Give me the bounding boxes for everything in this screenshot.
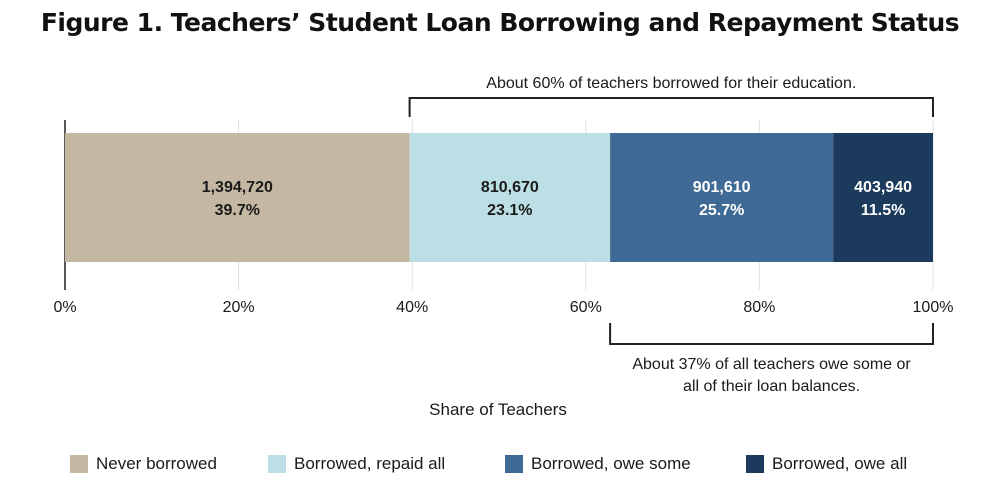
legend-label-0: Never borrowed [96,454,217,473]
bar-count-label-3: 403,940 [854,179,912,196]
legend-label-2: Borrowed, owe some [531,454,691,473]
legend-item-0: Never borrowed [70,452,217,476]
legend-label-3: Borrowed, owe all [772,454,908,473]
legend-item-2: Borrowed, owe some [505,452,691,476]
bar-segment-1 [409,133,611,262]
bar-percent-label-1: 23.1% [487,202,532,219]
bar-percent-label-3: 11.5% [861,202,905,219]
bar-percent-label-0: 39.7% [215,202,260,219]
chart-title: Figure 1. Teachers’ Student Loan Borrowi… [40,8,960,37]
x-axis-title: Share of Teachers [429,400,567,419]
legend-swatch-2 [505,455,523,473]
bar-segment-3 [833,133,933,262]
bar-segment-2 [610,133,834,262]
bar-segment-0 [65,133,410,262]
x-tick-label-1: 20% [223,299,255,316]
legend-item-1: Borrowed, repaid all [268,452,445,476]
bar-count-label-1: 810,670 [481,179,539,196]
bar-percent-label-2: 25.7% [699,202,744,219]
legend-label-1: Borrowed, repaid all [294,454,446,473]
annotation-text-bottom-line-1: About 37% of all teachers owe some or [632,356,911,373]
legend-swatch-3 [746,455,764,473]
legend-swatch-0 [70,455,88,473]
annotation-text-top: About 60% of teachers borrowed for their… [486,75,856,92]
bar-count-label-0: 1,394,720 [202,179,273,196]
stacked-bar-chart: 1,394,720 39.7% 810,670 23.1% 901,610 25.7% 40… [53,75,954,419]
legend-item-3: Borrowed, owe all [746,452,907,476]
x-tick-label-2: 40% [396,299,428,316]
bar-count-label-2: 901,610 [693,179,751,196]
x-tick-label-3: 60% [570,299,602,316]
x-tick-label-0: 0% [53,299,76,316]
x-tick-label-5: 100% [913,299,954,316]
annotation-bracket-bottom [609,323,934,345]
annotation-text-bottom-line-2: all of their loan balances. [683,378,860,395]
chart-legend: Never borrowed Borrowed, repaid all Borrow… [0,452,1000,476]
x-tick-label-4: 80% [743,299,775,316]
legend-swatch-1 [268,455,286,473]
annotation-bracket-top [408,97,934,117]
